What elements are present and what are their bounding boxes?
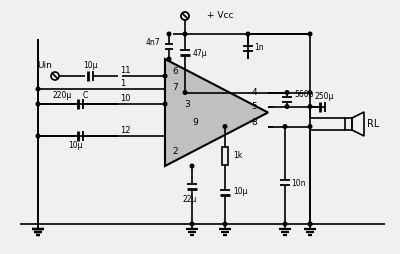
Text: 3: 3	[184, 100, 190, 109]
Text: 10μ: 10μ	[83, 61, 97, 71]
Text: Uin: Uin	[38, 61, 52, 71]
Circle shape	[308, 125, 312, 128]
Text: 10n: 10n	[291, 180, 306, 188]
Circle shape	[36, 102, 40, 106]
Circle shape	[308, 91, 312, 94]
Text: 47μ: 47μ	[193, 50, 208, 58]
Circle shape	[308, 222, 312, 226]
Circle shape	[223, 222, 227, 226]
Text: 11: 11	[120, 66, 130, 75]
Text: + Vcc: + Vcc	[207, 10, 234, 20]
Text: 1: 1	[120, 79, 125, 88]
Circle shape	[308, 105, 312, 108]
Circle shape	[283, 125, 287, 128]
Text: 4n7: 4n7	[146, 38, 160, 47]
Text: 10μ: 10μ	[68, 141, 82, 151]
Circle shape	[163, 74, 167, 78]
Text: 8: 8	[251, 118, 257, 127]
Circle shape	[283, 222, 287, 226]
Circle shape	[36, 87, 40, 91]
Circle shape	[183, 32, 187, 36]
Text: 10: 10	[120, 94, 130, 103]
Text: 220μ: 220μ	[52, 91, 72, 101]
Text: RL: RL	[367, 119, 379, 129]
Polygon shape	[165, 59, 268, 166]
Circle shape	[167, 57, 171, 61]
Circle shape	[190, 222, 194, 226]
Text: 7: 7	[172, 83, 178, 91]
Text: 4: 4	[251, 88, 257, 97]
Text: C: C	[82, 91, 88, 101]
Circle shape	[167, 32, 171, 36]
Text: 1k: 1k	[233, 151, 242, 161]
Text: 6: 6	[172, 67, 178, 75]
Text: 12: 12	[120, 126, 130, 135]
Text: 22μ: 22μ	[183, 196, 197, 204]
Circle shape	[183, 91, 187, 94]
Circle shape	[223, 125, 227, 128]
Circle shape	[308, 222, 312, 226]
Circle shape	[190, 164, 194, 168]
Circle shape	[163, 102, 167, 106]
Circle shape	[308, 32, 312, 36]
Text: 560p: 560p	[294, 90, 314, 99]
Text: 250μ: 250μ	[314, 92, 334, 101]
Text: 1n: 1n	[254, 43, 264, 53]
Text: 5: 5	[251, 102, 257, 111]
Text: 2: 2	[172, 148, 178, 156]
Bar	[345, 118, 352, 130]
Text: 10μ: 10μ	[233, 187, 248, 197]
Bar	[222, 147, 228, 165]
Circle shape	[36, 134, 40, 138]
Text: 9: 9	[192, 118, 198, 127]
Circle shape	[285, 105, 289, 108]
Circle shape	[246, 32, 250, 36]
Circle shape	[285, 91, 289, 94]
